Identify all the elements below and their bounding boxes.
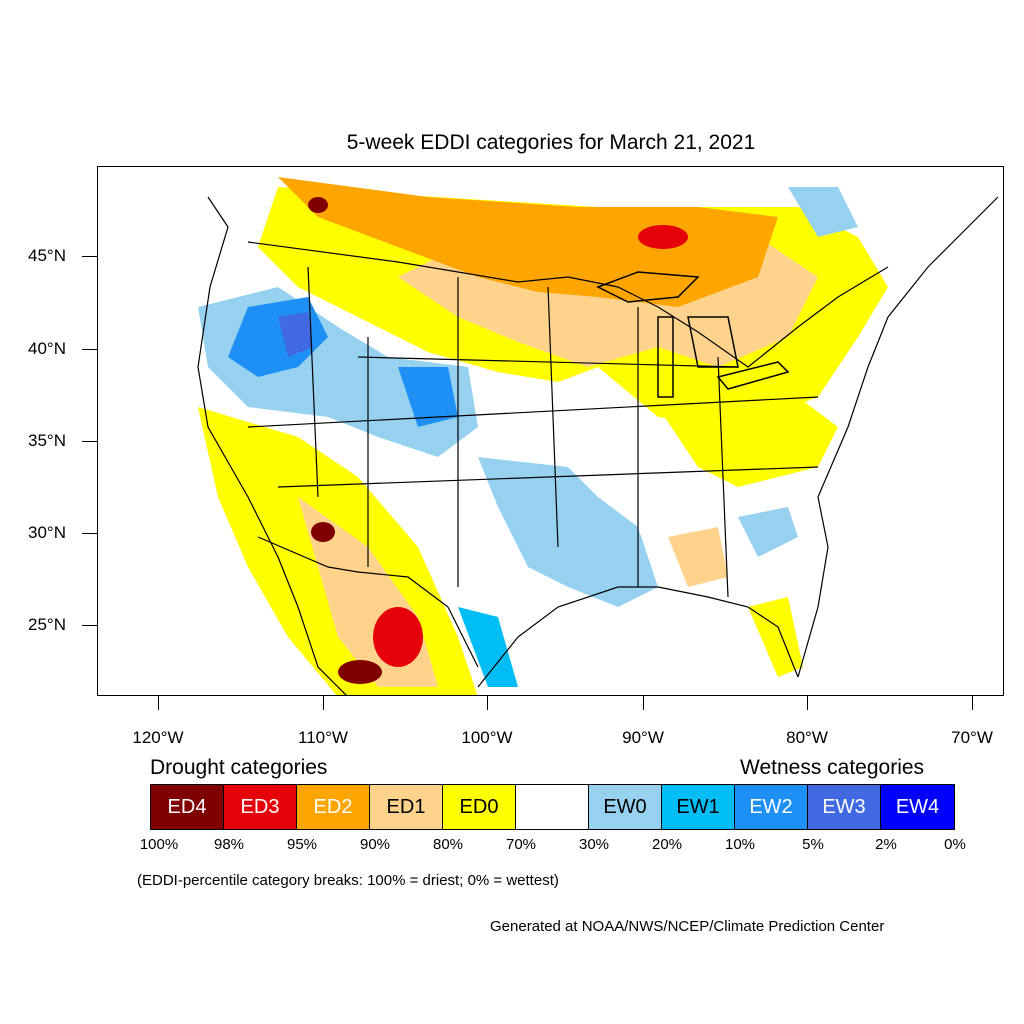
- lat-tick: [82, 349, 97, 350]
- us-canada-border: [247, 241, 889, 368]
- lon-tick: [972, 696, 973, 710]
- lat-label-35: 35°N: [28, 431, 66, 450]
- ew0-region-southeast: [738, 507, 798, 557]
- ed3-spot-mexico: [373, 607, 423, 667]
- pct-break: 98%: [213, 836, 245, 853]
- swatch-label: ED3: [240, 795, 280, 818]
- lat-label-45: 45°N: [28, 246, 66, 265]
- legend-swatch-ew4: EW4: [881, 785, 954, 829]
- lat-label-30: 30°N: [28, 523, 66, 542]
- eddi-map: [197, 177, 999, 695]
- lat-label-40: 40°N: [28, 339, 66, 358]
- swatch-label: EW3: [822, 795, 866, 818]
- lon-label-110: 110°W: [298, 728, 348, 747]
- legend-swatch-ed1: ED1: [370, 785, 443, 829]
- state-line-h1: [247, 396, 819, 428]
- wetness-heading: Wetness categories: [740, 756, 925, 779]
- lon-label-80: 80°W: [786, 728, 828, 747]
- state-line-6: [717, 356, 729, 598]
- ed0-region-southeast: [658, 397, 838, 487]
- ed4-spot-arizona: [311, 522, 335, 542]
- legend-swatch-ew0: EW0: [589, 785, 662, 829]
- state-line-h2: [277, 466, 819, 488]
- swatch-label: EW1: [676, 795, 720, 818]
- ed3-spot-ontario: [638, 225, 688, 249]
- pct-break: 5%: [802, 836, 824, 853]
- lake-huron: [687, 316, 739, 368]
- pct-break: 70%: [505, 836, 537, 853]
- lon-tick: [487, 696, 488, 710]
- legend-swatch-ed3: ED3: [224, 785, 297, 829]
- swatch-label: ED0: [459, 795, 499, 818]
- pct-break: 2%: [875, 836, 897, 853]
- lon-label-90: 90°W: [622, 728, 664, 747]
- lake-superior: [596, 271, 700, 303]
- ew1-region-texas: [458, 607, 518, 687]
- map-title: 5-week EDDI categories for March 21, 202…: [346, 131, 756, 154]
- lat-tick: [82, 441, 97, 442]
- credit-line: Generated at NOAA/NWS/NCEP/Climate Predi…: [490, 918, 885, 935]
- pct-break: 80%: [432, 836, 464, 853]
- swatch-label: ED4: [167, 795, 207, 818]
- lake-michigan: [657, 316, 674, 398]
- legend-swatch-ew1: EW1: [662, 785, 735, 829]
- legend-swatch-ed2: ED2: [297, 785, 370, 829]
- legend-swatch-neutral: [516, 785, 589, 829]
- lat-tick: [82, 625, 97, 626]
- pct-break: 100%: [139, 836, 179, 853]
- ed1-region-alabama: [668, 527, 728, 587]
- us-mexico-border: [257, 536, 479, 668]
- lon-label-70: 70°W: [951, 728, 993, 747]
- legend-swatch-ed0: ED0: [443, 785, 516, 829]
- map-frame: [97, 166, 1004, 696]
- great-lakes: [596, 271, 790, 398]
- legend-swatch-ew2: EW2: [735, 785, 808, 829]
- swatch-label: EW0: [603, 795, 647, 818]
- coastline-gulf: [477, 586, 799, 688]
- pct-break: 95%: [286, 836, 318, 853]
- ed2-region-north: [278, 177, 778, 307]
- pct-break: 10%: [724, 836, 756, 853]
- pct-break: 0%: [944, 836, 966, 853]
- pct-break: 20%: [651, 836, 683, 853]
- lat-tick: [82, 533, 97, 534]
- ew0-region-maine: [788, 187, 858, 237]
- legend-swatch-ew3: EW3: [808, 785, 881, 829]
- swatch-label: EW4: [895, 795, 940, 818]
- lon-tick: [323, 696, 324, 710]
- lat-label-25: 25°N: [28, 615, 66, 634]
- lake-erie: [716, 361, 790, 390]
- ed4-spot-bc: [308, 197, 328, 213]
- category-note: (EDDI-percentile category breaks: 100% =…: [137, 872, 559, 889]
- swatch-label: EW2: [749, 795, 793, 818]
- lon-tick: [643, 696, 644, 710]
- pct-break: 30%: [578, 836, 610, 853]
- drought-heading: Drought categories: [150, 756, 328, 779]
- state-line-h3: [357, 356, 739, 368]
- lat-tick: [82, 256, 97, 257]
- lon-label-120: 120°W: [132, 728, 184, 747]
- state-line-1: [307, 266, 319, 498]
- pct-break: 90%: [359, 836, 391, 853]
- swatch-label: ED1: [386, 795, 426, 818]
- state-line-4: [547, 286, 559, 548]
- lon-tick: [158, 696, 159, 710]
- legend-swatch-ed4: ED4: [151, 785, 224, 829]
- swatch-label: ED2: [313, 795, 353, 818]
- boundaries: [197, 196, 999, 695]
- coastline-east: [797, 196, 999, 678]
- ew2-region-colorado: [398, 367, 458, 427]
- category-legend: ED4 ED3 ED2 ED1 ED0 EW0 EW1 EW2 EW3 EW4: [150, 784, 955, 830]
- ed4-spot-sinaloa: [338, 660, 382, 684]
- lon-tick: [807, 696, 808, 710]
- ew3-region-idaho: [278, 312, 313, 357]
- lon-label-100: 100°W: [461, 728, 513, 747]
- ew0-region-south: [478, 457, 658, 607]
- coastline-west: [197, 196, 347, 695]
- ed0-region-florida: [748, 597, 803, 677]
